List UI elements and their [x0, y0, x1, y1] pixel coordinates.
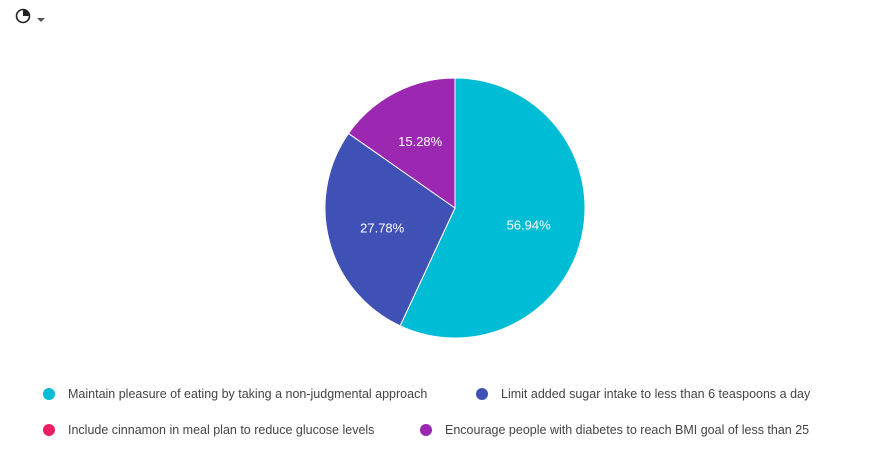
legend-item-cinnamon[interactable]: Include cinnamon in meal plan to reduce …	[43, 423, 374, 437]
legend-item-maintain-pleasure[interactable]: Maintain pleasure of eating by taking a …	[43, 387, 427, 401]
slice-value-label: 56.94%	[507, 217, 552, 232]
pie-slice-1[interactable]	[324, 132, 456, 327]
legend-item-bmi-goal[interactable]: Encourage people with diabetes to reach …	[420, 423, 809, 437]
slice-value-label: 15.28%	[398, 134, 443, 149]
pie-chart-icon	[15, 8, 31, 24]
chart-type-selector[interactable]	[14, 6, 50, 28]
pie-slices	[324, 77, 586, 339]
legend-dot-icon	[43, 424, 55, 436]
pie-chart: 56.94% 27.78% 15.28%	[324, 77, 586, 339]
legend-item-limit-sugar[interactable]: Limit added sugar intake to less than 6 …	[476, 387, 810, 401]
legend-label: Encourage people with diabetes to reach …	[445, 423, 810, 437]
legend-dot-icon	[420, 424, 432, 436]
legend-dot-icon	[43, 388, 55, 400]
legend-dot-icon	[476, 388, 488, 400]
slice-value-label: 27.78%	[360, 221, 405, 236]
legend-label: Include cinnamon in meal plan to reduce …	[68, 423, 375, 437]
pie-slice-0[interactable]	[399, 77, 586, 339]
pie-slice-labels: 56.94% 27.78% 15.28%	[360, 134, 551, 235]
legend-label: Limit added sugar intake to less than 6 …	[501, 387, 811, 401]
legend-label: Maintain pleasure of eating by taking a …	[68, 387, 428, 401]
pie-slice-3[interactable]	[347, 77, 456, 209]
caret-down-icon	[37, 18, 45, 22]
